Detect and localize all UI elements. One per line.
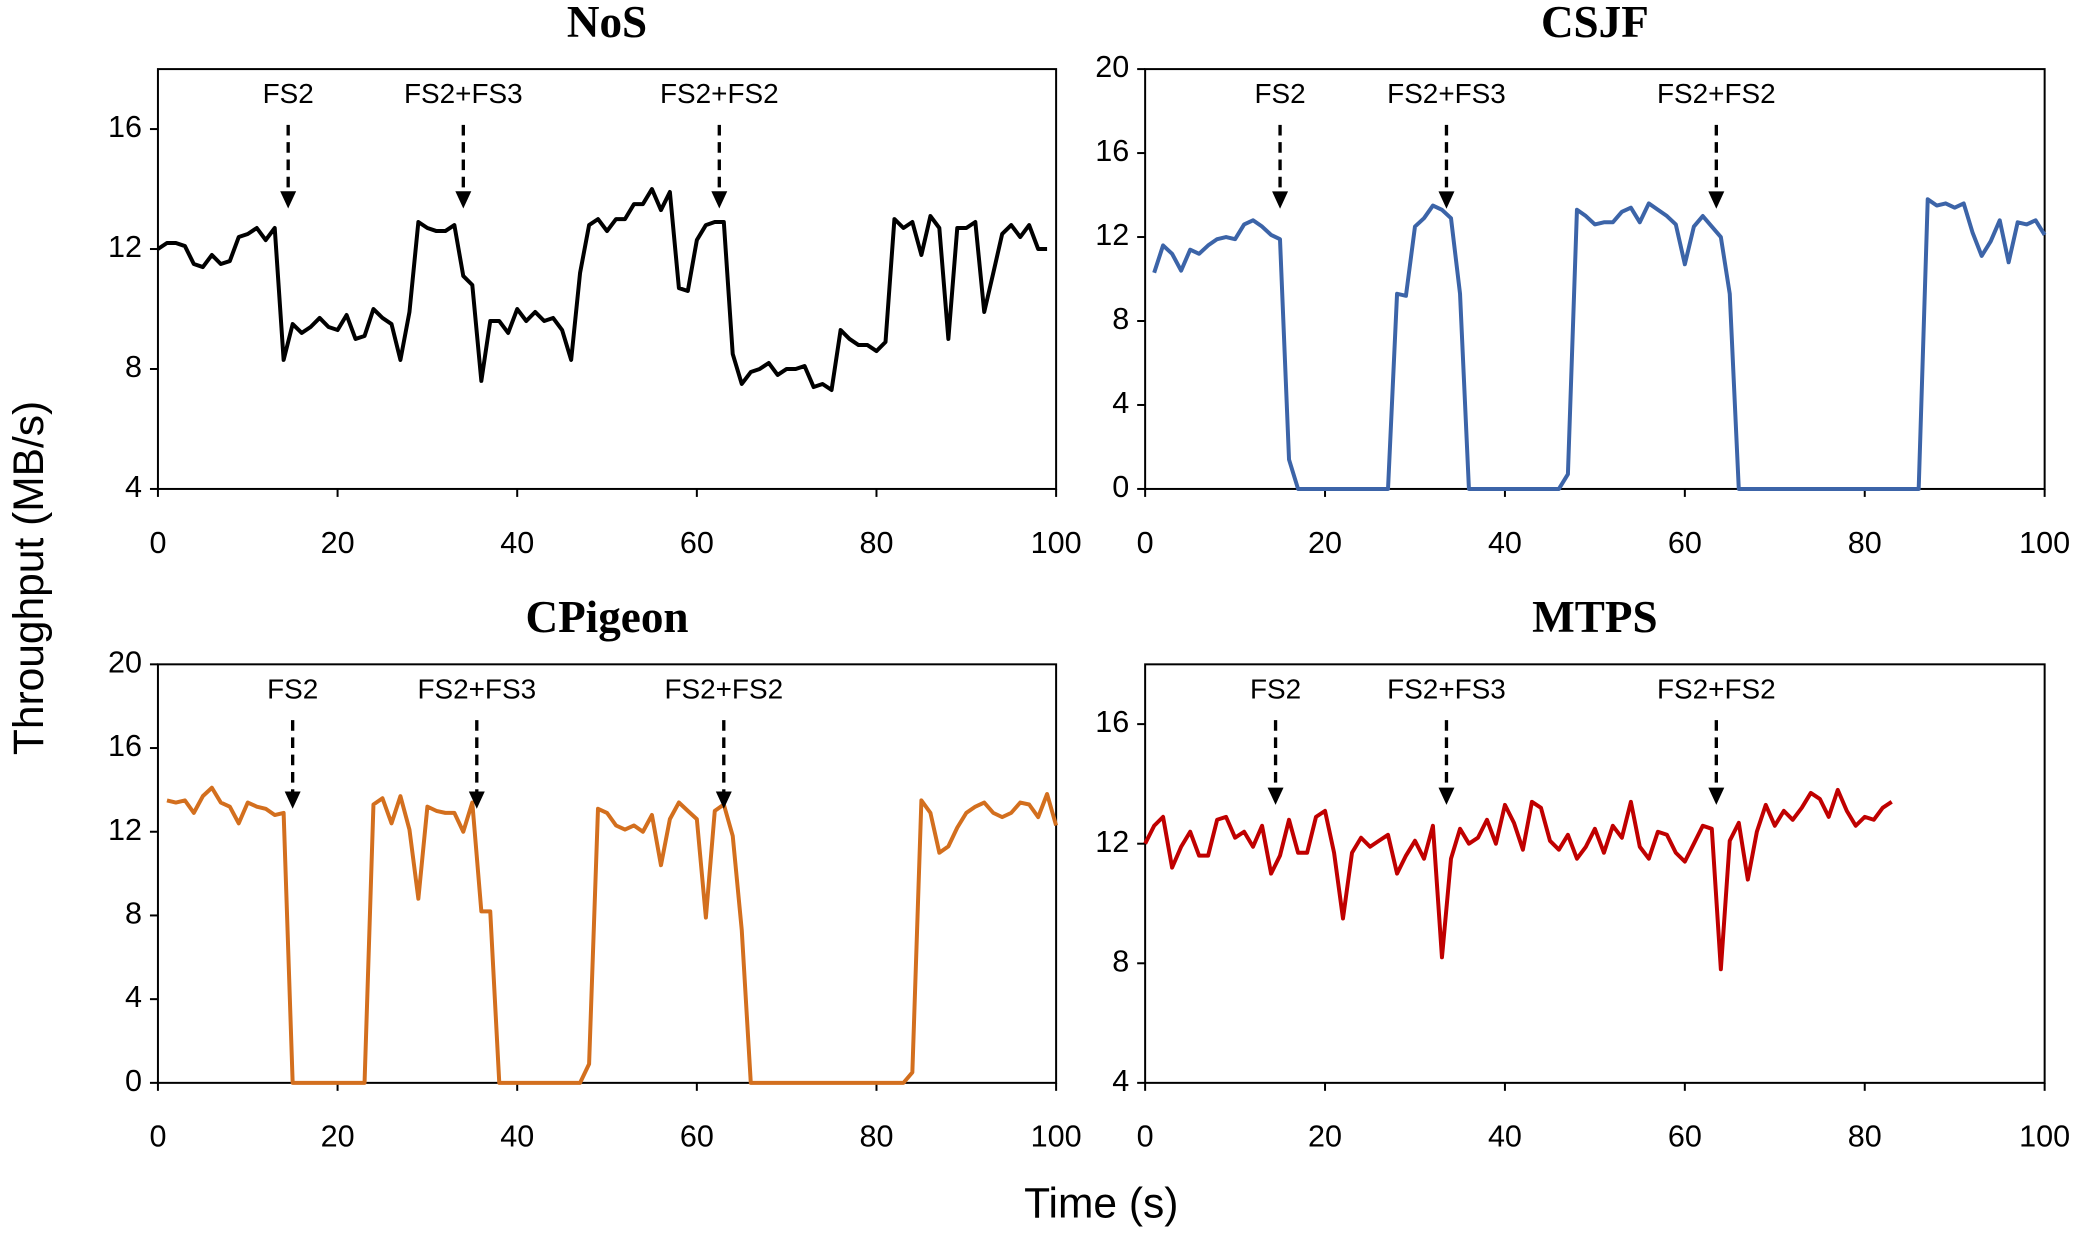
plot-frame	[1144, 663, 2046, 1084]
y-tick-label: 4	[1112, 386, 1129, 420]
x-tick-label: 20	[1308, 1120, 1342, 1154]
annotation-arrowhead	[1708, 787, 1725, 805]
annotation-label: FS2+FS2	[1657, 673, 1776, 704]
y-tick-label: 0	[125, 1064, 142, 1098]
annotation-label: FS2+FS2	[664, 673, 783, 704]
y-axis-label: Throughput (MB/s)	[6, 401, 53, 755]
annotation-arrowhead	[455, 191, 472, 209]
annotation-label: FS2	[1254, 78, 1305, 109]
annotation-arrowhead	[715, 791, 732, 809]
panel-title: MTPS	[1532, 592, 1657, 642]
annotation-arrowhead	[1438, 787, 1455, 805]
data-line	[1143, 787, 1893, 972]
x-tick-label: 80	[1848, 526, 1882, 560]
annotation-arrowhead	[1267, 787, 1284, 805]
panel: MTPS 4 8 12 16 0 20 40 60 80 100 FS2 FS2+FS3 FS2+FS2	[1095, 592, 2070, 1154]
panel: NoS 4 8 12 16 0 20 40 60 80 100 FS2 FS2+FS3 FS2+FS2	[108, 0, 1082, 560]
annotation-label: FS2	[1250, 673, 1301, 704]
y-tick-label: 20	[1095, 50, 1129, 84]
annotation-arrowhead	[711, 191, 728, 209]
data-line	[166, 785, 1059, 1085]
x-tick-label: 80	[859, 1120, 893, 1154]
x-tick-label: 60	[1668, 1120, 1702, 1154]
plot-frame	[156, 68, 1058, 490]
annotation-arrowhead	[1272, 191, 1289, 209]
y-tick-label: 8	[125, 897, 142, 931]
y-tick-label: 12	[108, 813, 142, 847]
x-tick-label: 100	[1031, 1120, 1082, 1154]
x-tick-label: 40	[500, 526, 534, 560]
annotation-arrowhead	[284, 791, 301, 809]
x-tick-label: 0	[149, 1120, 166, 1154]
x-tick-label: 20	[321, 1120, 355, 1154]
x-tick-label: 100	[2019, 1120, 2070, 1154]
y-tick-label: 8	[1112, 302, 1129, 336]
panel-title: CPigeon	[525, 592, 688, 642]
x-axis-label: Time (s)	[1024, 1181, 1178, 1228]
x-tick-label: 20	[1308, 526, 1342, 560]
panel-title: NoS	[567, 0, 647, 47]
panel: CSJF 0 4 8 12 16 20 0 20 40 60 80 100 FS2 FS2+FS3 FS2+F…	[1095, 0, 2070, 560]
y-tick-label: 0	[1112, 470, 1129, 504]
x-tick-label: 0	[1137, 526, 1154, 560]
y-tick-label: 8	[125, 350, 142, 384]
y-tick-label: 16	[1095, 705, 1129, 739]
annotation-arrowhead	[280, 191, 297, 209]
x-tick-label: 80	[859, 526, 893, 560]
y-tick-label: 12	[108, 230, 142, 264]
panel-title: CSJF	[1541, 0, 1649, 47]
annotation-label: FS2+FS2	[660, 78, 779, 109]
x-tick-label: 60	[1668, 526, 1702, 560]
y-tick-label: 20	[108, 645, 142, 679]
y-tick-label: 16	[1095, 134, 1129, 168]
plot-frame	[1144, 68, 2046, 490]
x-tick-label: 40	[1488, 1120, 1522, 1154]
y-tick-label: 12	[1095, 825, 1129, 859]
x-tick-label: 20	[321, 526, 355, 560]
y-tick-label: 4	[1112, 1064, 1129, 1098]
x-tick-label: 40	[500, 1120, 534, 1154]
x-tick-label: 80	[1848, 1120, 1882, 1154]
annotation-arrowhead	[1708, 191, 1725, 209]
data-line	[1152, 197, 2047, 491]
x-tick-label: 60	[680, 1120, 714, 1154]
x-tick-label: 40	[1488, 526, 1522, 560]
data-line	[156, 187, 1048, 392]
annotation-label: FS2+FS3	[417, 673, 536, 704]
x-tick-label: 0	[149, 526, 166, 560]
annotation-label: FS2	[263, 78, 314, 109]
annotation-arrowhead	[468, 791, 485, 809]
x-tick-label: 0	[1137, 1120, 1154, 1154]
y-tick-label: 16	[108, 110, 142, 144]
annotation-label: FS2+FS3	[1387, 78, 1506, 109]
panel: CPigeon 0 4 8 12 16 20 0 20 40 60 80 100 FS2 FS2+FS3 FS…	[108, 592, 1082, 1154]
x-tick-label: 60	[680, 526, 714, 560]
annotation-arrowhead	[1438, 191, 1455, 209]
annotation-label: FS2+FS3	[1387, 673, 1506, 704]
y-tick-label: 12	[1095, 218, 1129, 252]
y-tick-label: 4	[125, 470, 142, 504]
annotation-label: FS2	[267, 673, 318, 704]
y-tick-label: 16	[108, 729, 142, 763]
annotation-label: FS2+FS2	[1657, 78, 1776, 109]
y-tick-label: 4	[125, 980, 142, 1014]
x-tick-label: 100	[1031, 526, 1082, 560]
annotation-label: FS2+FS3	[404, 78, 523, 109]
plot-frame	[156, 663, 1058, 1084]
x-tick-label: 100	[2019, 526, 2070, 560]
y-tick-label: 8	[1112, 944, 1129, 978]
